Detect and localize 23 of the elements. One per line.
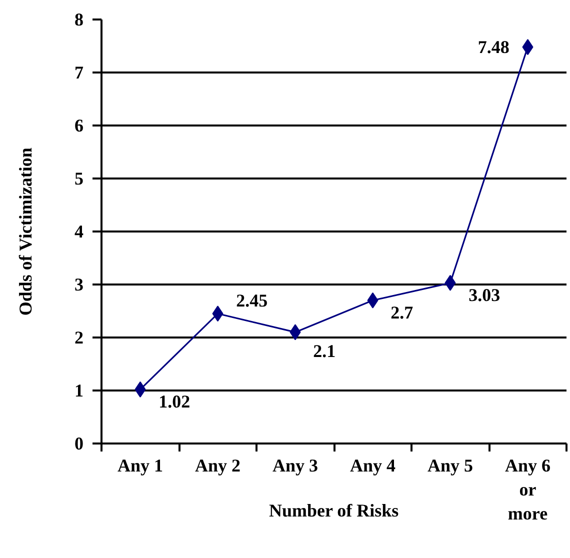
x-tick-label: Any 3 bbox=[272, 456, 318, 476]
y-tick-label: 1 bbox=[74, 380, 84, 400]
y-axis-title: Odds of Victimization bbox=[16, 148, 36, 316]
y-tick-label: 4 bbox=[74, 222, 84, 242]
y-tick-label: 5 bbox=[74, 168, 84, 188]
y-tick-label: 6 bbox=[74, 116, 84, 136]
x-tick-label: Any 2 bbox=[194, 456, 241, 476]
y-tick-label: 7 bbox=[74, 62, 84, 82]
data-label: 7.48 bbox=[478, 37, 510, 58]
y-tick-label: 0 bbox=[74, 434, 84, 454]
y-tick-label: 2 bbox=[74, 328, 84, 348]
data-label: 1.02 bbox=[158, 391, 190, 412]
data-label: 2.7 bbox=[390, 302, 414, 322]
x-axis-title: Number of Risks bbox=[268, 500, 399, 520]
data-label: 2.1 bbox=[313, 341, 336, 362]
y-tick-label: 8 bbox=[74, 10, 84, 30]
data-label: 2.45 bbox=[236, 290, 268, 311]
data-label: 3.03 bbox=[468, 284, 500, 305]
x-tick-label: Any 5 bbox=[427, 456, 474, 476]
x-tick-label: Any 1 bbox=[117, 456, 164, 476]
x-tick-label: Any 6 or more bbox=[504, 456, 551, 524]
x-tick-label: Any 4 bbox=[350, 456, 396, 476]
y-tick-label: 3 bbox=[74, 274, 84, 294]
